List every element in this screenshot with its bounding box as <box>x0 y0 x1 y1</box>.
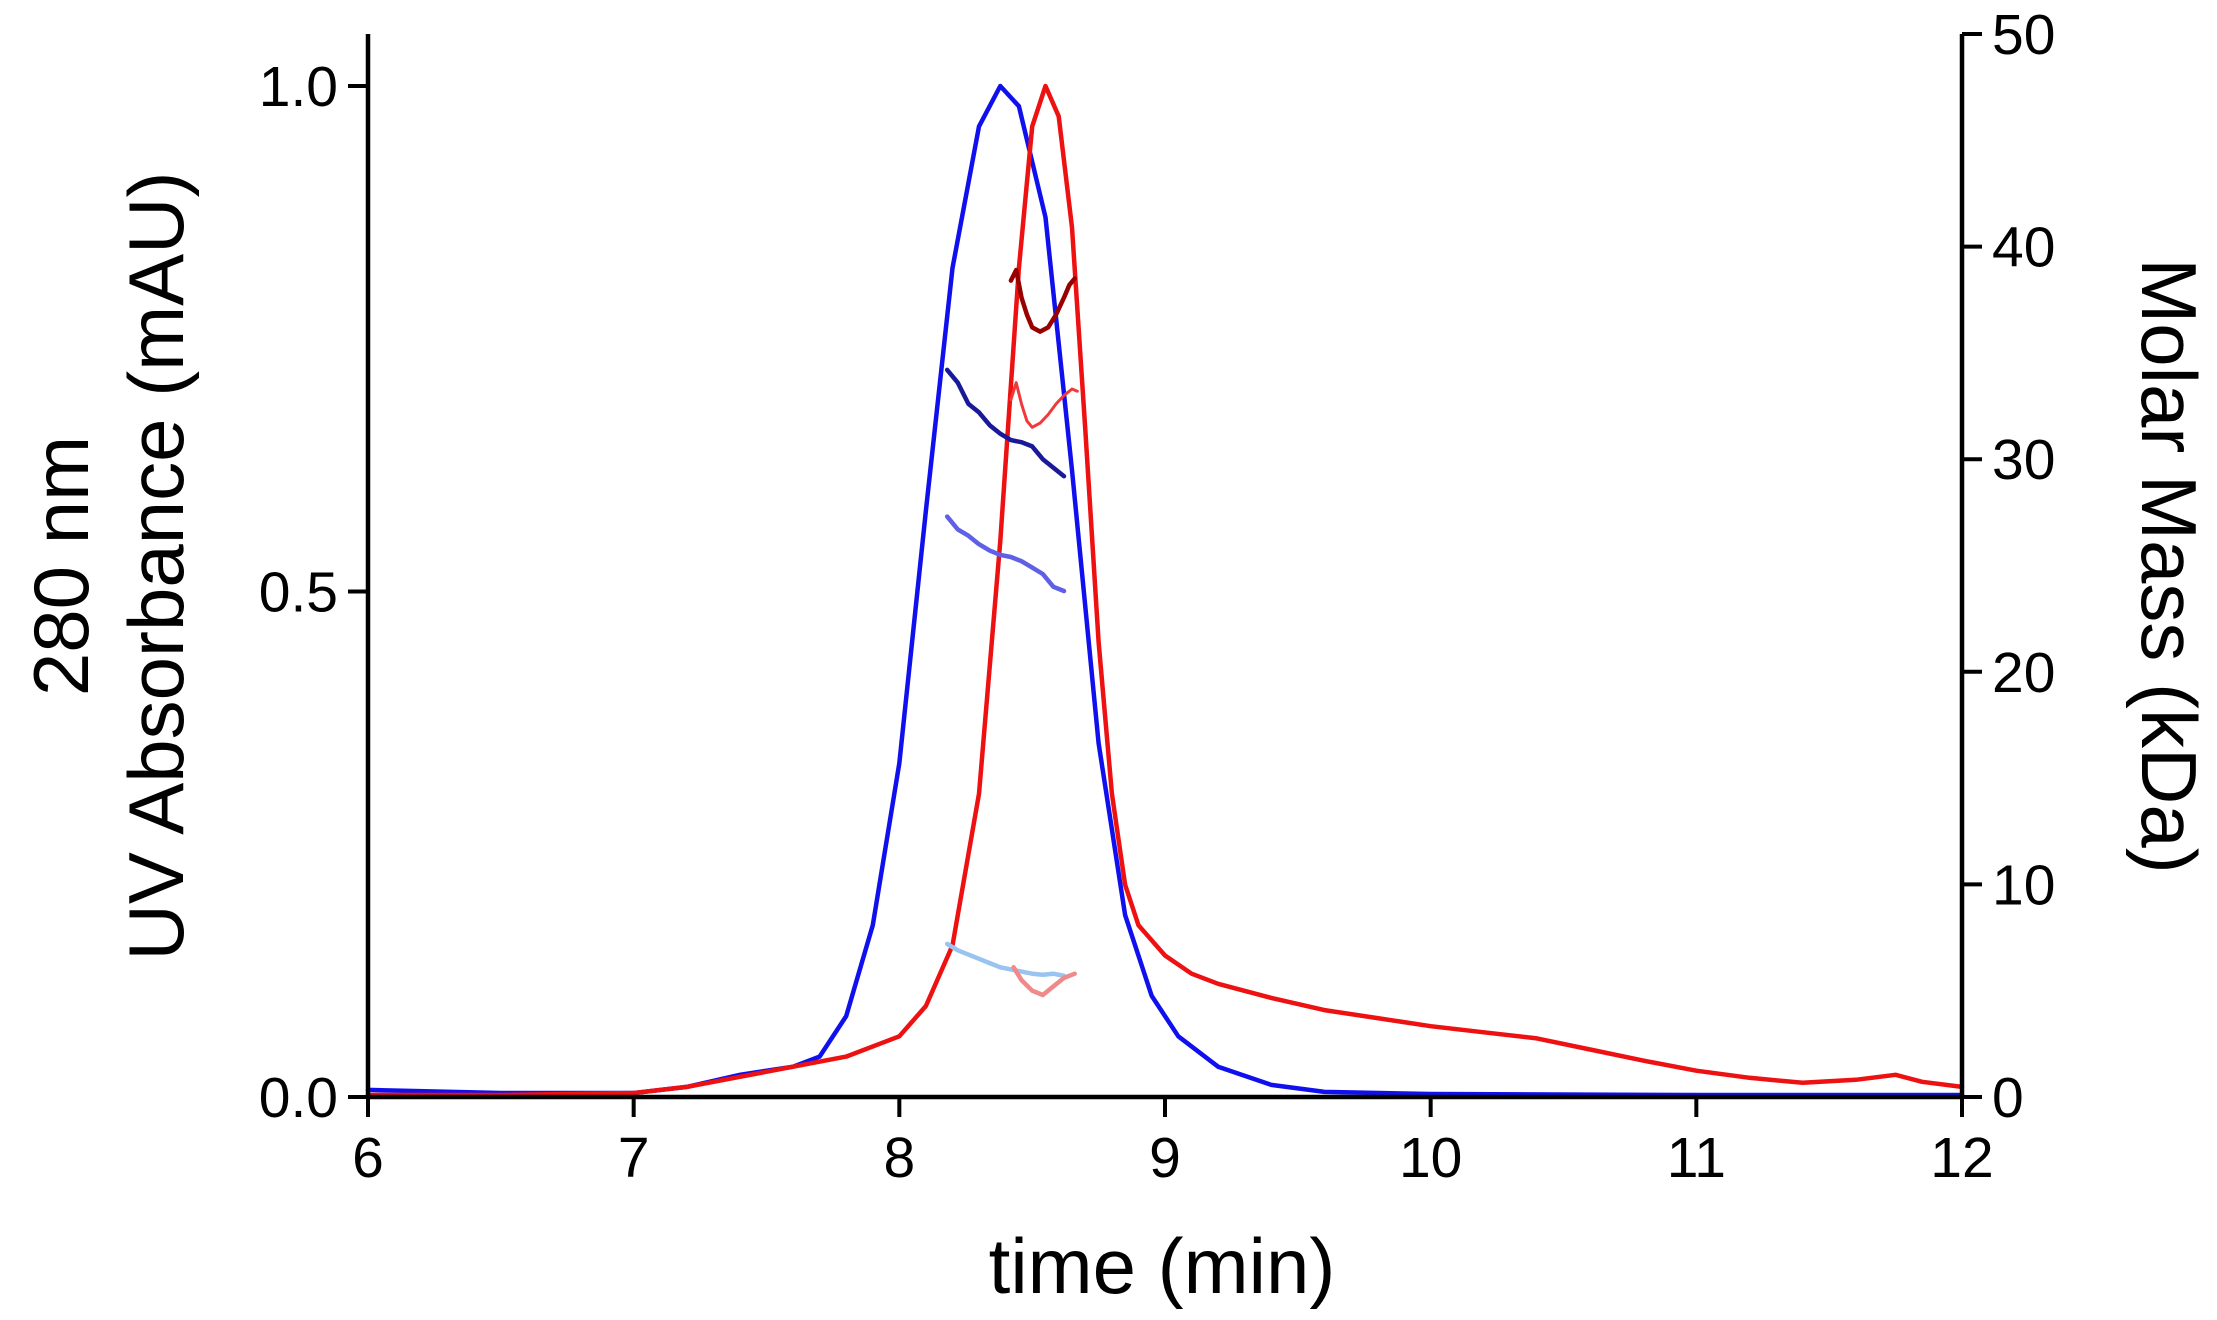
x-tick-label: 8 <box>883 1126 915 1190</box>
series-line-4 <box>944 514 1067 594</box>
x-tick-label: 11 <box>1667 1126 1726 1190</box>
y-left-axis-title-line1: 280 nm <box>17 436 105 696</box>
series-line-6 <box>1008 267 1077 334</box>
axes-layer <box>365 34 1965 1100</box>
x-tick-label: 12 <box>1930 1126 1993 1190</box>
series-line-2 <box>365 83 1965 1098</box>
y-right-tick-label: 40 <box>1992 216 2055 280</box>
ticks-layer: 6 7 8 9 10 11 12 0.0 0.5 1.0 0 10 20 30 40 50 <box>259 3 2056 1190</box>
series-layer <box>365 83 1965 1098</box>
y-right-tick-label: 0 <box>1992 1066 2024 1130</box>
y-left-tick-label: 0.0 <box>259 1066 338 1130</box>
x-tick-label: 7 <box>618 1126 650 1190</box>
x-axis-title: time (min) <box>989 1222 1336 1310</box>
x-tick-label: 6 <box>352 1126 384 1190</box>
y-right-tick-label: 30 <box>1992 428 2055 492</box>
y-right-tick-label: 20 <box>1992 641 2055 705</box>
series-line-5 <box>944 941 1067 979</box>
series-line-1 <box>365 83 1965 1098</box>
y-right-tick-label: 10 <box>1992 853 2055 917</box>
y-left-tick-label: 0.5 <box>259 561 338 625</box>
series-line-7 <box>1009 381 1079 429</box>
y-left-axis-title-line2: UV Absorbance (mAU) <box>112 172 200 961</box>
y-right-tick-label: 50 <box>1992 3 2055 67</box>
y-right-axis-title: Molar Mass (kDa) <box>2125 258 2213 873</box>
x-tick-label: 9 <box>1149 1126 1181 1190</box>
x-tick-label: 10 <box>1399 1126 1462 1190</box>
series-line-8 <box>1011 965 1077 998</box>
series-line-3 <box>944 367 1067 479</box>
y-left-tick-label: 1.0 <box>259 55 338 119</box>
